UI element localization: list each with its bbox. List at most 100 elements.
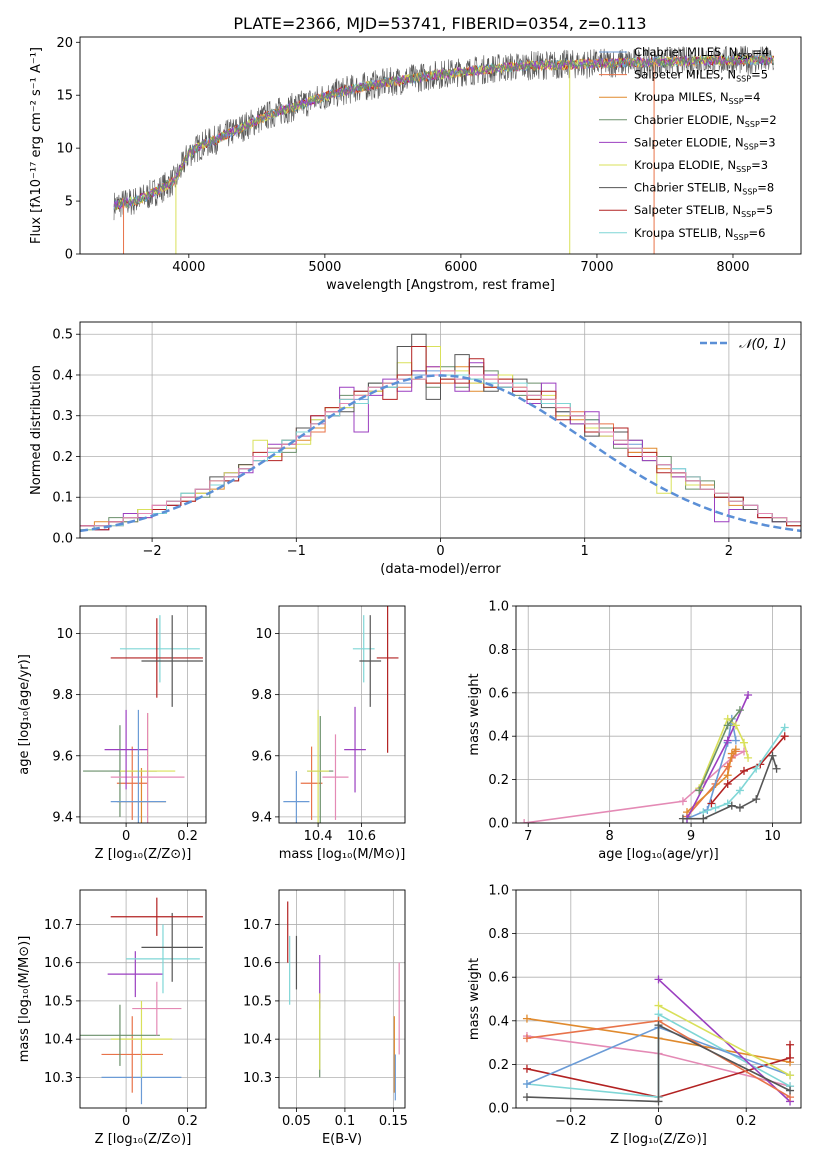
weight-marker [740, 766, 748, 775]
plot-area-mass-vs-EBV [287, 901, 400, 1101]
weight-marker [786, 1053, 795, 1062]
y-tick-label: 20 [56, 36, 73, 51]
x-tick-label: 10.4 [304, 829, 333, 844]
x-axis-label: (data-model)/error [380, 562, 501, 577]
figure-title: PLATE=2366, MJD=53741, FIBERID=0354, z=0… [233, 14, 646, 33]
x-tick-label: −2 [143, 544, 162, 559]
panel-weight-vs-age: 7 8 9 10 0.0 0.2 0.4 0.6 0.8 1.0 age [log₁₀(age/yr… [467, 600, 802, 862]
y-tick-label: 1.0 [488, 884, 509, 899]
legend-entry: Kroupa MILES, NSSP=4 [634, 90, 761, 106]
panel-mass-vs-Z: 0 0.2 10.3 10.4 10.5 10.6 10.7 Z [log₁₀(Z/Z⊙)] m… [17, 889, 207, 1147]
histogram-series [80, 370, 801, 538]
weight-marker [768, 751, 777, 760]
weight-marker [522, 1080, 531, 1089]
y-tick-label: 0.4 [488, 1014, 509, 1029]
weight-marker [735, 786, 744, 795]
y-tick-label: 10.6 [44, 956, 73, 971]
x-tick-label: 5000 [308, 260, 341, 275]
x-tick-label: 4000 [172, 260, 205, 275]
weight-marker [522, 1064, 531, 1073]
weight-marker [695, 786, 704, 795]
weight-series [658, 1004, 791, 1077]
axes-frame [515, 889, 802, 1109]
weight-marker [723, 762, 732, 771]
weight-marker [780, 732, 789, 741]
x-tick-label: 0.1 [335, 1114, 356, 1129]
y-tick-label: 0.2 [488, 1058, 509, 1073]
plot-area-residuals [80, 333, 801, 538]
axes-frame [79, 36, 802, 255]
y-tick-label: 9.4 [251, 810, 272, 825]
x-tick-label: 0.2 [736, 1114, 757, 1129]
y-tick-label: 9.8 [251, 688, 272, 703]
plot-area-age-vs-Z [83, 615, 203, 823]
weight-marker [772, 764, 781, 773]
y-tick-label: 0.3 [52, 409, 73, 424]
weight-marker [654, 975, 663, 984]
x-axis-label: mass [log₁₀(M/M⊙)] [279, 847, 406, 862]
axes-frame [79, 605, 207, 824]
x-tick-label: 0 [436, 544, 444, 559]
x-tick-label: 10.6 [347, 829, 376, 844]
weight-marker [699, 814, 708, 823]
legend-entry: 𝒩(0, 1) [739, 337, 786, 352]
x-tick-label: 0.2 [177, 1114, 198, 1129]
y-tick-label: 9.6 [52, 749, 73, 764]
weight-marker [727, 749, 736, 758]
y-tick-label: 0.4 [488, 730, 509, 745]
plot-area-weight-vs-age [520, 690, 789, 823]
panel-age-vs-Z: 0 0.2 9.4 9.6 9.8 10 Z [log₁₀(Z/Z⊙)] age [log₁₀… [17, 605, 207, 862]
weight-marker [723, 721, 732, 730]
panel-age-vs-mass: 10.4 10.6 9.4 9.6 9.8 10 mass [log₁₀(M/M⊙)] [251, 605, 406, 862]
y-tick-label: 10.3 [44, 1071, 73, 1086]
y-axis-label: mass weight [467, 958, 482, 1040]
x-tick-label: 1 [581, 544, 589, 559]
y-tick-label: 1.0 [488, 600, 509, 615]
weight-marker [727, 801, 736, 810]
x-tick-label: −0.2 [555, 1114, 587, 1129]
y-tick-label: 10.3 [243, 1071, 272, 1086]
y-tick-label: 0.4 [52, 368, 73, 383]
weight-marker [786, 1071, 795, 1080]
x-tick-label: −1 [287, 544, 306, 559]
weight-marker [744, 753, 753, 762]
x-tick-label: 0.15 [379, 1114, 408, 1129]
weight-series [686, 748, 737, 813]
weight-series [710, 735, 786, 805]
plot-area-mass-vs-Z [80, 897, 203, 1105]
x-tick-label: 2 [725, 544, 733, 559]
x-tick-label: 0.05 [282, 1114, 311, 1129]
weight-marker [654, 1021, 663, 1030]
panel-spectrum: 4000 5000 6000 7000 8000 0 5 10 15 20 wavelength [… [29, 36, 802, 293]
y-tick-label: 10 [56, 142, 73, 157]
x-axis-label: age [log₁₀(age/yr)] [598, 847, 719, 862]
legend-entry: Chabrier MILES, NSSP=4 [634, 45, 769, 61]
weight-marker [654, 1097, 663, 1106]
y-tick-label: 5 [65, 195, 73, 210]
x-axis-label: Z [log₁₀(Z/Z⊙)] [610, 1132, 707, 1147]
y-tick-label: 10.5 [243, 994, 272, 1009]
y-axis-label: age [log₁₀(age/yr)] [17, 654, 32, 775]
x-tick-label: 10 [764, 829, 781, 844]
y-axis-label: Normed distribution [29, 365, 44, 495]
y-tick-label: 0.6 [488, 686, 509, 701]
y-tick-label: 0.8 [488, 643, 509, 658]
weight-marker [522, 1034, 531, 1043]
y-tick-label: 0.1 [52, 491, 73, 506]
panel-residuals: −2 −1 0 1 2 0.0 0.1 0.2 0.3 0.4 0.5 (data-model)/er… [29, 321, 802, 577]
weight-marker [723, 799, 732, 808]
y-tick-label: 10.7 [44, 918, 73, 933]
x-tick-label: 7000 [580, 260, 613, 275]
y-tick-label: 10 [255, 627, 272, 642]
legend-entry: Kroupa ELODIE, NSSP=3 [634, 158, 768, 174]
x-tick-label: 8000 [716, 260, 749, 275]
x-tick-label: 0 [122, 1114, 130, 1129]
legend-entry: Chabrier ELODIE, NSSP=2 [634, 113, 777, 129]
x-axis-label: wavelength [Angstrom, rest frame] [326, 278, 555, 293]
y-tick-label: 0 [65, 248, 73, 263]
weight-series [526, 1023, 791, 1103]
legend-entry: Salpeter MILES, NSSP=5 [634, 68, 768, 84]
y-tick-label: 0.0 [488, 817, 509, 832]
y-tick-label: 10.6 [243, 956, 272, 971]
weight-marker [723, 779, 732, 788]
